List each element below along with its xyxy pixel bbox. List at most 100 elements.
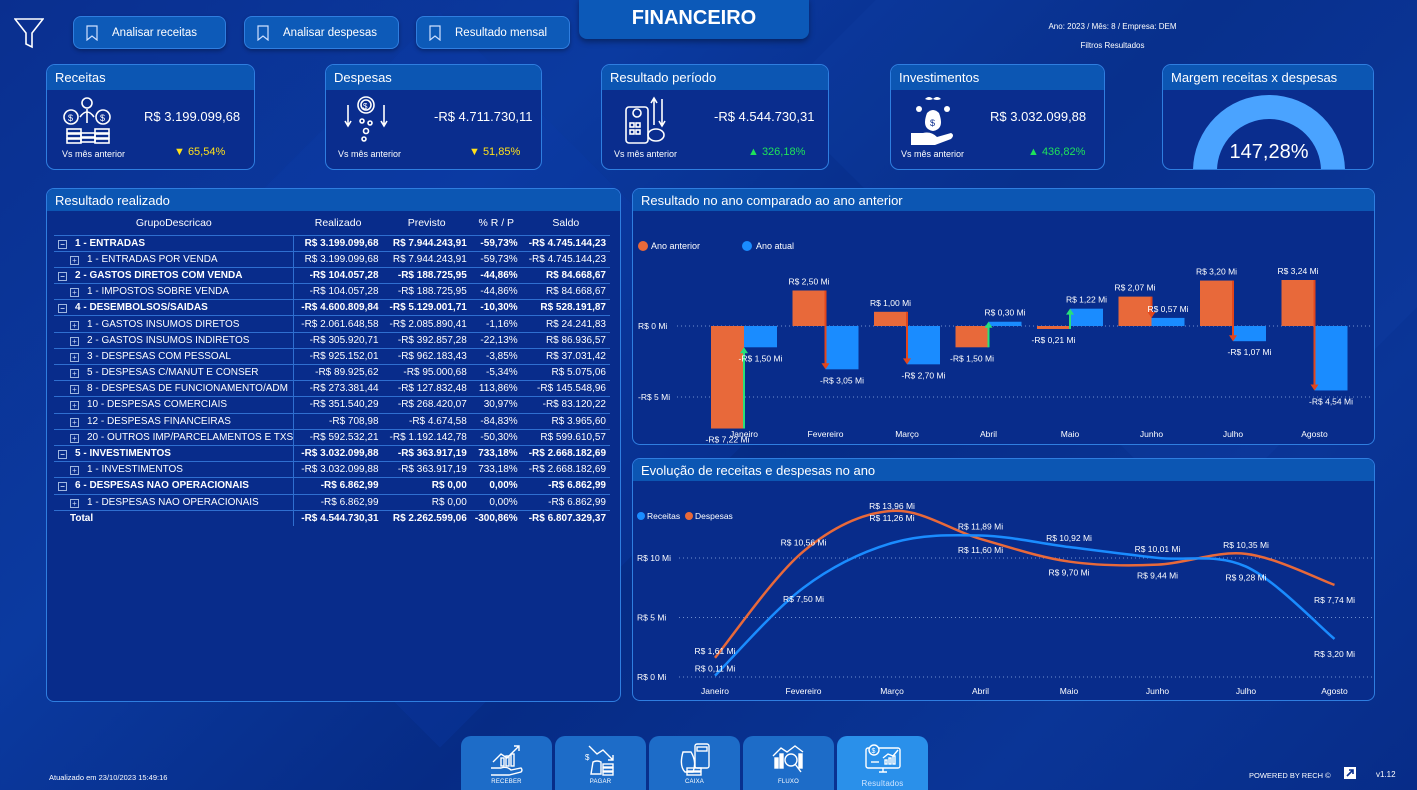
total-saldo: -R$ 6.807.329,37 [528,513,606,525]
nav-fluxo-button[interactable]: FLUXO [743,736,834,790]
table-row[interactable]: +20 - OUTROS IMP/PARCELAMENTOS E TXS -R$ … [54,429,610,446]
line-despesas[interactable] [714,509,1335,659]
bar-ano-anterior[interactable] [955,326,989,348]
table-row[interactable]: +10 - DESPESAS COMERCIAIS -R$ 351.540,29-… [54,396,610,414]
legend-atual-marker [742,241,752,251]
bar-ano-atual[interactable] [744,326,777,348]
arrow-down-icon [1229,335,1237,342]
kpi-compare-label: Vs mês anterior [338,149,402,159]
table-row[interactable]: +1 - GASTOS INSUMOS DIRETOS -R$ 2.061.648… [54,315,610,333]
bookmark-analisar-receitas-button[interactable]: Analisar receitas [73,16,226,49]
expand-icon[interactable]: + [70,401,79,411]
expand-icon[interactable]: + [70,288,79,298]
row-desc: 1 - ENTRADAS [75,237,146,249]
data-label: R$ 2,50 Mi [788,277,829,287]
collapse-icon[interactable]: − [58,450,67,460]
table-row[interactable]: +1 - INVESTIMENTOS -R$ 3.032.099,88 -R$ 36… [54,461,610,479]
collapse-icon[interactable]: − [58,482,67,492]
cell-pct: -84,83% [470,413,522,430]
collapse-icon[interactable]: − [58,271,67,281]
cell-saldo: -R$ 4.745.144,23 [521,235,610,252]
gauge-chart [1193,95,1345,169]
cell-saldo: -R$ 2.668.182,69 [521,445,610,463]
expand-icon[interactable]: + [70,336,79,346]
bookmark-resultado-mensal-button[interactable]: Resultado mensal [416,16,570,49]
table-row[interactable]: +1 - ENTRADAS POR VENDA R$ 3.199.099,68 R$… [54,251,610,268]
collapse-icon[interactable]: − [58,304,67,314]
column-header-previsto[interactable]: Previsto [407,216,446,229]
expand-icon[interactable]: + [70,417,79,427]
data-label-despesas: R$ 10,35 Mi [1223,540,1269,550]
bar-ano-anterior[interactable] [1281,279,1315,326]
cell-previsto: -R$ 962.183,43 [382,348,471,366]
bar-ano-anterior[interactable] [1118,296,1152,326]
row-desc: 5 - INVESTIMENTOS [75,448,171,460]
bar-ano-anterior[interactable] [711,326,744,429]
expand-icon[interactable]: + [70,352,79,362]
svg-text:$: $ [585,753,590,762]
expand-icon[interactable]: + [70,385,79,395]
nav-resultados-button[interactable]: $ Resultados [837,736,928,790]
table-row[interactable]: −5 - INVESTIMENTOS -R$ 3.032.099,88 -R$ 36… [54,445,610,463]
bar-ano-anterior[interactable] [1037,326,1070,329]
y-tick-label: R$ 0 Mi [637,672,666,682]
bar-ano-anterior[interactable] [874,311,907,326]
bar-ano-anterior[interactable] [792,290,826,327]
expand-icon[interactable]: + [70,369,79,379]
line-receitas[interactable] [714,533,1336,677]
cell-realizado: -R$ 4.600.809,84 [293,299,383,317]
bar-ano-anterior[interactable] [1200,280,1233,326]
data-label: -R$ 2,70 Mi [902,370,946,380]
expand-icon[interactable]: + [70,433,79,443]
table-row[interactable]: +2 - GASTOS INSUMOS INDIRETOS -R$ 305.920… [54,332,610,349]
filter-info: Ano: 2023 / Mês: 8 / Empresa: DEM Filtro… [1040,17,1185,55]
bar-ano-atual[interactable] [1233,326,1266,342]
column-header-saldo[interactable]: Saldo [552,216,580,229]
bar-ano-atual[interactable] [988,321,1022,326]
cell-previsto: -R$ 363.917,19 [382,461,471,479]
bar-ano-atual[interactable] [1151,317,1185,326]
data-label: R$ 3,20 Mi [1196,267,1237,277]
column-header-realizado[interactable]: Realizado [314,216,362,229]
arrow-down-icon [1147,311,1156,318]
bar-ano-atual[interactable] [907,326,940,365]
filter-icon[interactable] [14,17,44,49]
nav-receber-button[interactable]: RECEBER [461,736,552,790]
bar-ano-atual[interactable] [1070,308,1103,326]
expand-icon[interactable]: + [70,498,79,508]
bar-ano-atual[interactable] [825,326,859,370]
table-row[interactable]: +1 - DESPESAS NAO OPERACIONAIS -R$ 6.862,… [54,494,610,511]
x-axis-label: Agosto [1301,429,1328,439]
table-row[interactable]: +5 - DESPESAS C/MANUT E CONSER -R$ 89.925… [54,364,610,382]
table-row[interactable]: −6 - DESPESAS NAO OPERACIONAIS -R$ 6.862,… [54,477,610,495]
expand-icon[interactable]: + [70,320,79,330]
table-row[interactable]: +8 - DESPESAS DE FUNCIONAMENTO/ADM -R$ 27… [54,380,610,398]
nav-caixa-button[interactable]: CAIXA [649,736,740,790]
data-label: R$ 1,00 Mi [870,298,911,308]
bar-ano-atual[interactable] [1314,326,1348,391]
data-label-receitas: R$ 10,01 Mi [1135,544,1181,554]
cell-pct: 0,00% [470,494,522,511]
column-header-grupo[interactable]: GrupoDescricao [135,216,212,229]
collapse-icon[interactable]: − [58,239,67,249]
resultado-table: GrupoDescricao Realizado Previsto % R / … [54,211,610,527]
column-header-pct[interactable]: % R / P [478,216,515,229]
nav-pagar-button[interactable]: $ PAGAR [555,736,646,790]
table-row[interactable]: −1 - ENTRADAS R$ 3.199.099,68 R$ 7.944.243… [54,235,610,252]
data-label: R$ 2,07 Mi [1114,283,1155,293]
cell-realizado: -R$ 3.032.099,88 [293,445,383,463]
cell-saldo: R$ 24.241,83 [521,315,610,333]
expand-icon[interactable] [1344,767,1356,779]
row-desc: 10 - DESPESAS COMERCIAIS [87,399,228,411]
expand-icon[interactable]: + [70,466,79,476]
bookmark-analisar-despesas-button[interactable]: Analisar despesas [244,16,399,49]
table-row[interactable]: +1 - IMPOSTOS SOBRE VENDA -R$ 104.057,28-… [54,283,610,301]
cell-saldo: -R$ 2.668.182,69 [521,461,610,479]
table-row[interactable]: −2 - GASTOS DIRETOS COM VENDA -R$ 104.057… [54,267,610,285]
table-row[interactable]: −4 - DESEMBOLSOS/SAIDAS -R$ 4.600.809,84-… [54,299,610,317]
table-row[interactable]: +3 - DESPESAS COM PESSOAL -R$ 925.152,01-… [54,348,610,366]
spending-coins-icon: $ [344,96,388,142]
expand-icon[interactable]: + [70,255,79,265]
table-row[interactable]: +12 - DESPESAS FINANCEIRAS -R$ 708,98 -R$ … [54,413,610,430]
arrow-up-icon [984,321,993,328]
